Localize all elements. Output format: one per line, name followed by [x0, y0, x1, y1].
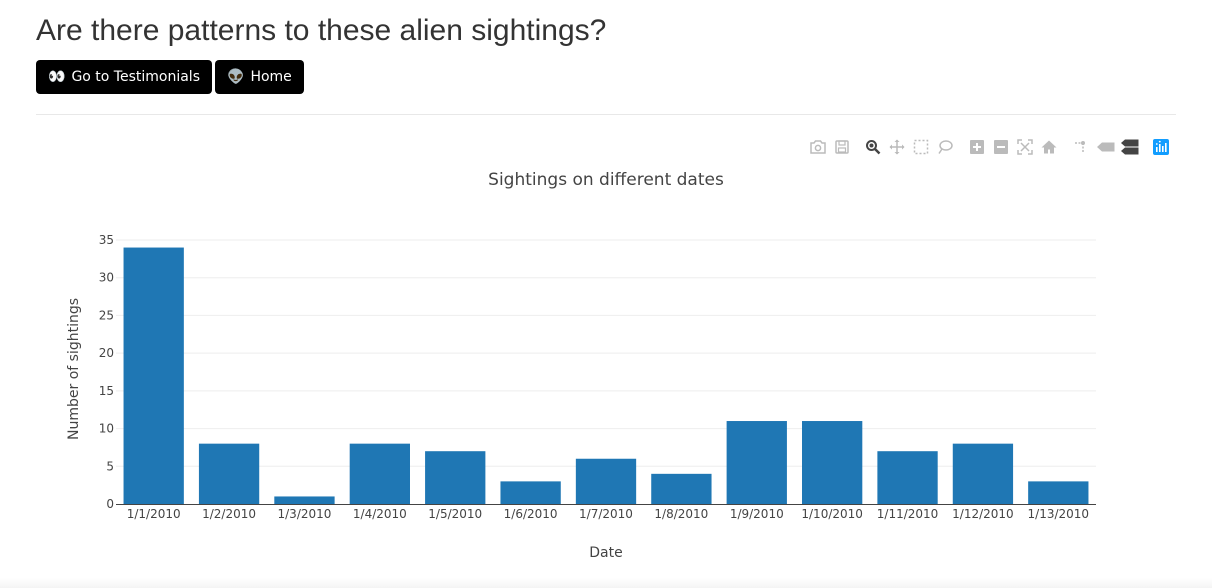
chart-modebar [0, 137, 1212, 157]
bar[interactable] [500, 481, 561, 504]
y-tick-label: 20 [99, 346, 114, 360]
box-select-icon[interactable] [911, 137, 931, 157]
bar[interactable] [425, 451, 486, 504]
plotly-logo-icon[interactable] [1151, 137, 1171, 157]
hover-closest-icon[interactable] [1096, 137, 1116, 157]
zoom-in-icon[interactable] [967, 137, 987, 157]
y-tick-label: 0 [106, 497, 114, 511]
bar[interactable] [575, 458, 637, 504]
bar[interactable] [274, 496, 335, 504]
zoom-icon[interactable] [863, 137, 883, 157]
reset-axes-icon[interactable] [1039, 137, 1059, 157]
y-tick-label: 25 [99, 308, 114, 322]
y-tick-label: 35 [99, 233, 114, 247]
bar[interactable] [802, 421, 863, 504]
divider [36, 114, 1176, 115]
x-tick-label: 1/2/2010 [202, 507, 256, 521]
x-tick-label: 1/12/2010 [952, 507, 1014, 521]
spike-lines-icon[interactable] [1070, 137, 1090, 157]
bar[interactable] [123, 247, 184, 504]
alien-icon: 👽 [227, 69, 245, 85]
bar[interactable] [952, 443, 1014, 504]
chart-title: Sightings on different dates [488, 170, 724, 190]
bar[interactable] [349, 443, 410, 504]
x-tick-label: 1/8/2010 [654, 507, 708, 521]
x-tick-label: 1/3/2010 [278, 507, 332, 521]
eyes-icon: 👀 [48, 69, 66, 85]
bottom-shade [0, 578, 1212, 588]
camera-icon[interactable] [808, 137, 828, 157]
autoscale-icon[interactable] [1015, 137, 1035, 157]
go-to-testimonials-label: Go to Testimonials [71, 69, 200, 85]
x-tick-label: 1/6/2010 [504, 507, 558, 521]
home-button[interactable]: 👽 Home [215, 60, 304, 94]
go-to-testimonials-button[interactable]: 👀 Go to Testimonials [36, 60, 212, 94]
x-tick-label: 1/4/2010 [353, 507, 407, 521]
save-icon[interactable] [832, 137, 852, 157]
x-tick-label: 1/5/2010 [428, 507, 482, 521]
home-label: Home [250, 69, 292, 85]
bar[interactable] [726, 421, 787, 504]
hover-compare-icon[interactable] [1120, 137, 1140, 157]
y-tick-label: 10 [99, 422, 114, 436]
bar[interactable] [651, 473, 712, 504]
y-tick-label: 5 [106, 459, 114, 473]
axis-layer: 0 5 10 15 20 25 30 35 1/1/2010 1/2/2010 1/3/2010 1/… [99, 233, 1096, 521]
x-axis-title: Date [589, 545, 622, 561]
x-tick-label: 1/7/2010 [579, 507, 633, 521]
bar-layer [123, 247, 1089, 504]
grid-layer [116, 239, 1096, 467]
x-tick-label: 1/13/2010 [1028, 507, 1090, 521]
lasso-select-icon[interactable] [935, 137, 955, 157]
x-tick-label: 1/11/2010 [877, 507, 939, 521]
sightings-bar-chart: 0 5 10 15 20 25 30 35 1/1/2010 1/2/2010 1/3/2010 1/… [66, 170, 1096, 561]
page-title: Are there patterns to these alien sighti… [36, 14, 607, 47]
y-axis-title: Number of sightings [66, 298, 82, 440]
x-tick-label: 1/9/2010 [730, 507, 784, 521]
bar[interactable] [198, 443, 260, 504]
x-tick-label: 1/1/2010 [127, 507, 181, 521]
zoom-out-icon[interactable] [991, 137, 1011, 157]
y-tick-label: 30 [99, 271, 114, 285]
bar[interactable] [1028, 481, 1089, 504]
x-tick-label: 1/10/2010 [801, 507, 863, 521]
pan-icon[interactable] [887, 137, 907, 157]
nav-buttons: 👀 Go to Testimonials 👽 Home [36, 60, 304, 94]
bar[interactable] [877, 451, 938, 504]
y-tick-label: 15 [99, 384, 114, 398]
